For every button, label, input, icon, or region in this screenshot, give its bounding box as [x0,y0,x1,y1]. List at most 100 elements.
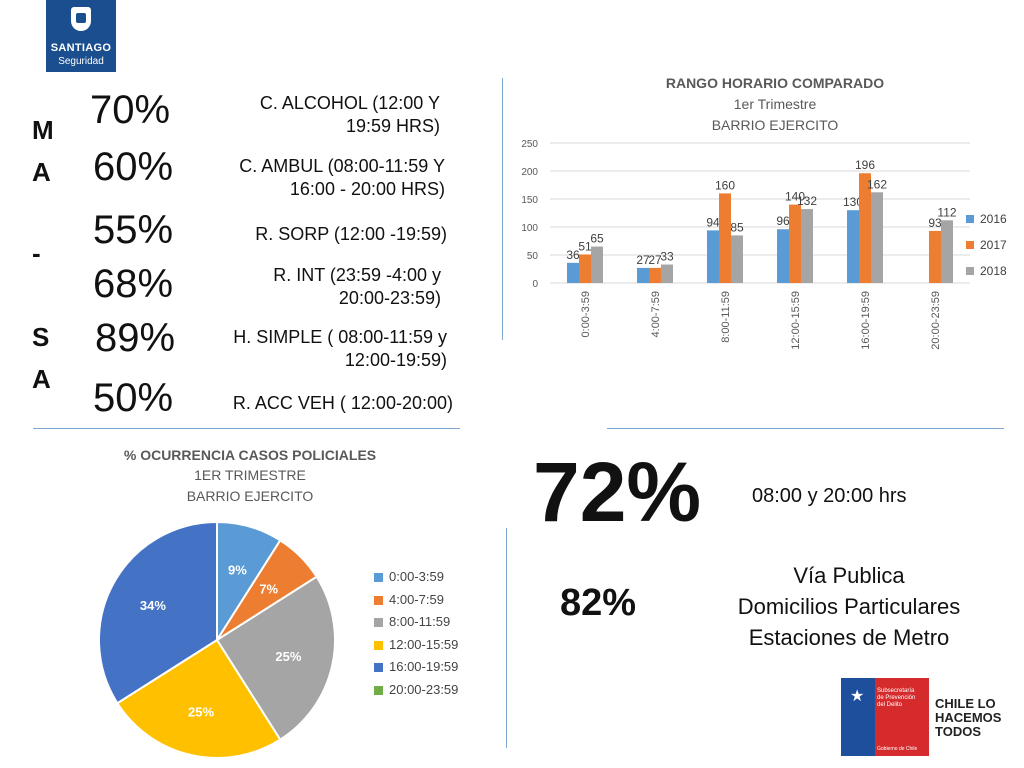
gov-logo-bottom: Gobierno de Chile [877,746,918,752]
x-tick-label: 8:00-11:59 [720,291,732,343]
x-tick-label: 0:00-3:59 [580,291,592,337]
bar [719,193,731,283]
pie-chart: 9% 7% 25% 25% 34% [98,520,336,759]
place-item: Domicilios Particulares [737,594,961,619]
pie-slice [98,520,218,705]
side-letter-m: M [32,115,54,145]
pie-slice [115,638,282,759]
bar-chart-subtitle-2: BARRIO EJERCITO [711,117,839,133]
bar-data-label: 96 [776,214,790,228]
bar [789,204,801,283]
percent-value: 50% [93,376,174,420]
gov-logo-red-panel [875,678,929,756]
pie-data-label: 7% [259,581,278,596]
percent-label: H. SIMPLE ( 08:00-11:59 y 12:00-19:59) [233,327,447,370]
percent-label: R. SORP (12:00 -19:59) [255,224,447,244]
bar [801,209,813,283]
side-letter-s: S [32,322,50,352]
bar [871,192,883,283]
legend-label: 20:00-23:59 [389,681,459,697]
bar-data-label: 162 [867,177,887,191]
pie-data-label: 34% [140,598,166,613]
legend-entry: 4:00-7:59 [374,591,504,609]
legend-entry: 12:00-15:59 [374,636,504,654]
bar [847,210,859,283]
side-letter-dash: - [32,238,41,268]
bar [591,246,603,283]
percent-value: 70% [90,88,171,132]
legend-swatch [374,573,383,583]
pie-chart-subtitle-2: BARRIO EJERCITO [186,488,314,504]
bar [731,235,743,283]
bar-data-label: 130 [843,195,863,209]
logo-name: SANTIAGO [50,42,112,54]
legend-entry: 16:00-19:59 [374,658,504,676]
bar-data-label: 160 [715,178,735,192]
bar [637,267,649,283]
y-tick-label: 150 [521,195,538,206]
legend-swatch [374,640,383,650]
bar-data-label: 94 [706,215,720,229]
gov-logo: ★ Subsecretaría de Prevención del Delito G… [841,678,929,756]
divider-vertical-bottom [506,528,507,748]
bar [661,264,673,283]
place-item: Vía Publica [793,563,905,588]
legend-label: 8:00-11:59 [389,614,451,629]
bar [579,254,591,283]
bar-data-label: 33 [660,250,674,264]
side-letter-a: A [32,157,51,187]
y-tick-label: 0 [532,279,538,290]
bar-data-label: 93 [928,216,942,230]
percent-value: 55% [93,208,174,252]
bar [707,230,719,283]
side-letter-a2: A [32,364,51,394]
legend-label: 16:00-19:59 [389,659,459,674]
pie-data-label: 25% [188,704,214,719]
legend-label: 4:00-7:59 [389,591,444,607]
bar-chart-subtitle: 1er Trimestre [733,96,817,112]
percent-label: R. INT (23:59 -4:00 y 20:00-23:59) [273,265,441,308]
bar-data-label: 132 [797,194,817,208]
x-tick-label: 20:00-23:59 [930,291,942,350]
crest-icon [71,7,91,31]
places-list: Vía Publica Domicilios Particulares Esta… [718,560,980,653]
legend-swatch [374,595,383,605]
logo-sub: Seguridad [58,56,104,67]
legend-entry: 8:00-11:59 [374,613,504,631]
legend-entry: 20:00-23:59 [374,681,504,699]
y-tick-label: 50 [527,251,539,262]
bar-data-label: 140 [785,190,805,204]
percent-value: 60% [93,145,174,189]
percent-label: C. AMBUL (08:00-11:59 Y 16:00 - 20:00 HRS… [239,156,445,199]
percent-label: R. ACC VEH ( 12:00-20:00) [232,393,453,413]
pie-legend: 0:00-3:59 4:00-7:59 8:00-11:59 12:00-15:59 1… [374,568,504,703]
legend-swatch [966,215,974,223]
pie-data-label: 9% [228,563,247,578]
legend-swatch [966,241,974,249]
bar [567,262,579,283]
x-tick-label: 4:00-7:59 [650,291,662,337]
legend-swatch [374,685,383,695]
divider-vertical-top [502,78,503,340]
legend-label: 2017 [980,238,1007,252]
big-percent-label: 08:00 y 20:00 hrs [752,485,907,507]
x-tick-label: 16:00-19:59 [860,291,872,350]
pie-data-label: 25% [275,649,301,664]
bar [859,173,871,283]
bar-data-label: 112 [937,205,956,219]
star-icon: ★ [850,688,865,705]
pie-slice [215,575,336,742]
gov-logo-text: Subsecretaría de Prevención del Delito [877,688,916,708]
pie-chart-title: % OCURRENCIA CASOS POLICIALES [123,447,377,463]
second-percent: 82% [560,582,637,624]
santiago-seguridad-logo: SANTIAGO Seguridad [46,0,116,72]
divider-left [33,428,460,429]
bar-data-label: 196 [855,158,875,172]
bar-data-label: 27 [648,253,662,267]
legend-swatch [374,663,383,673]
bar-data-label: 36 [566,248,580,262]
chile-slogan: CHILE LO HACEMOS TODOS [935,696,1002,739]
pie-chart-subtitle: 1ER TRIMESTRE [194,467,306,483]
percent-value: 89% [95,316,176,360]
legend-label: 2018 [980,264,1007,278]
